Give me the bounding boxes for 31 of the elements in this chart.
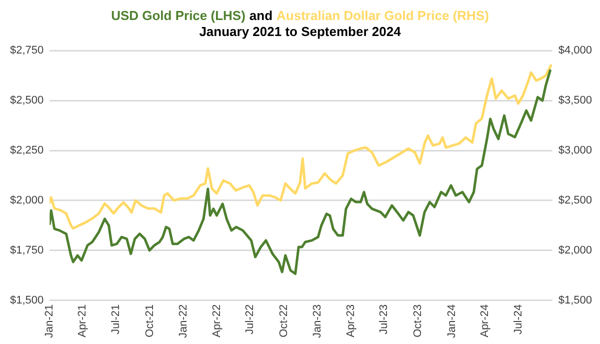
x-tick-label: Jul-22: [244, 304, 256, 334]
y2-tick-label: $3,500: [558, 94, 592, 107]
x-tick-label: Apr-22: [210, 304, 223, 338]
y-tick-label: $2,750: [10, 44, 44, 57]
y-tick-label: $1,750: [10, 244, 44, 256]
text: USD Gold Price (LHS): [111, 8, 246, 24]
x-tick-label: Apr-23: [344, 304, 357, 338]
y-tick-label: $2,250: [10, 144, 44, 157]
x-tick-label: Jul-21: [110, 304, 122, 334]
y2-tick-label: $2,000: [558, 244, 592, 256]
x-tick-label: Jan-22: [178, 304, 190, 338]
x-tick-label: Jul-24: [512, 304, 525, 334]
y2-tick-label: $2,500: [558, 194, 592, 206]
x-tick-label: Oct-22: [278, 304, 290, 338]
y-tick-label: $2,500: [10, 94, 44, 107]
x-tick-label: Jan-21: [44, 304, 56, 338]
chart-title: and: [249, 8, 273, 24]
text: Australian Dollar Gold Price (RHS): [276, 8, 489, 24]
y-tick-label: $1,500: [10, 294, 44, 306]
x-tick-label: Apr-24: [479, 304, 492, 338]
chart-subtitle: January 2021 to September 2024: [198, 24, 402, 40]
y2-tick-label: $1,500: [558, 294, 592, 306]
x-tick-label: Jan-24: [446, 304, 458, 338]
y2-tick-label: $3,000: [558, 144, 592, 157]
x-tick-label: Oct-21: [144, 304, 156, 338]
x-tick-label: Oct-23: [412, 304, 424, 338]
y-tick-label: $2,000: [10, 194, 44, 206]
x-tick-label: Jul-23: [378, 304, 390, 334]
x-tick-label: Jan-23: [312, 304, 324, 338]
x-tick-label: Apr-21: [76, 304, 89, 338]
y2-tick-label: $4,000: [558, 44, 592, 57]
